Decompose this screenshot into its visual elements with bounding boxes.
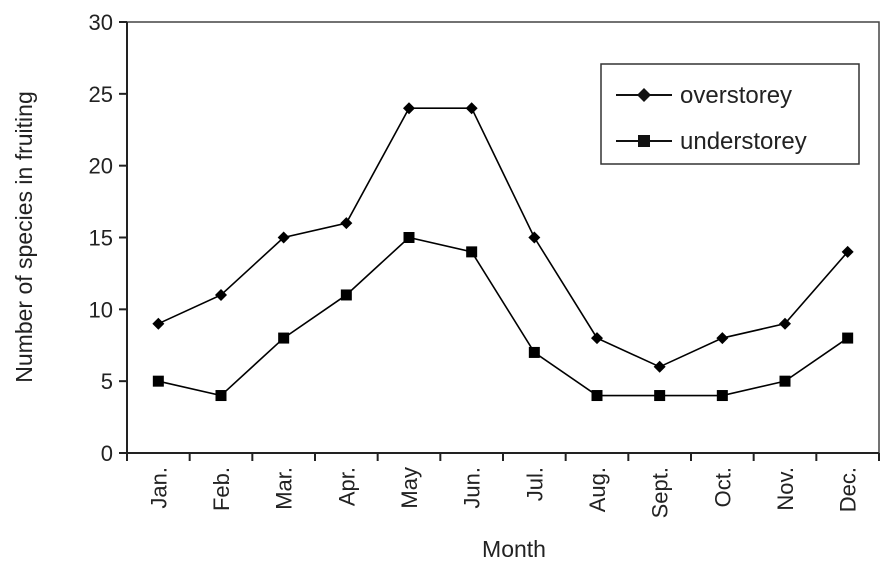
x-tick-label: Jul. (522, 467, 547, 501)
data-point-square (341, 289, 352, 300)
series-line-understorey (158, 238, 847, 396)
y-tick-label: 5 (101, 369, 113, 394)
data-point-square (466, 246, 477, 257)
data-point-diamond (403, 102, 415, 114)
y-tick-label: 30 (89, 10, 113, 35)
data-point-square (404, 232, 415, 243)
data-point-diamond (591, 332, 603, 344)
data-point-square (717, 390, 728, 401)
x-tick-label: Feb. (209, 467, 234, 511)
data-point-diamond (716, 332, 728, 344)
y-tick-label: 25 (89, 82, 113, 107)
y-tick-label: 15 (89, 226, 113, 251)
data-point-diamond (654, 361, 666, 373)
y-tick-label: 0 (101, 441, 113, 466)
data-point-square (153, 376, 164, 387)
x-tick-label: Jun. (460, 467, 485, 509)
data-point-diamond (466, 102, 478, 114)
y-axis-ticks: 0 5 10 15 20 25 30 (89, 10, 127, 466)
legend: overstorey understorey (601, 64, 859, 164)
x-axis-ticks: Jan. Feb. Mar. Apr. May Jun. Jul. Aug. Sept. Oct.… (127, 453, 879, 518)
y-tick-label: 10 (89, 297, 113, 322)
x-tick-label: Jan. (146, 467, 171, 509)
legend-label-understorey: understorey (680, 128, 807, 155)
x-tick-label: May (397, 467, 422, 509)
x-tick-label: Mar. (272, 467, 297, 510)
x-axis-title: Month (482, 536, 546, 562)
y-axis-title: Number of species in fruiting (11, 91, 37, 382)
data-point-square (780, 376, 791, 387)
x-tick-label: Aug. (585, 467, 610, 512)
data-point-square (529, 347, 540, 358)
x-tick-label: Dec. (836, 467, 861, 512)
legend-square-marker (638, 135, 650, 147)
x-tick-label: Oct. (710, 467, 735, 507)
legend-label-overstorey: overstorey (680, 82, 792, 109)
data-point-square (216, 390, 227, 401)
data-point-diamond (528, 232, 540, 244)
data-point-diamond (340, 217, 352, 229)
data-point-diamond (152, 318, 164, 330)
x-tick-label: Sept. (648, 467, 673, 518)
data-point-square (654, 390, 665, 401)
data-point-square (592, 390, 603, 401)
data-point-square (842, 333, 853, 344)
data-point-square (278, 333, 289, 344)
x-tick-label: Nov. (773, 467, 798, 511)
y-tick-label: 20 (89, 154, 113, 179)
x-tick-label: Apr. (334, 467, 359, 506)
